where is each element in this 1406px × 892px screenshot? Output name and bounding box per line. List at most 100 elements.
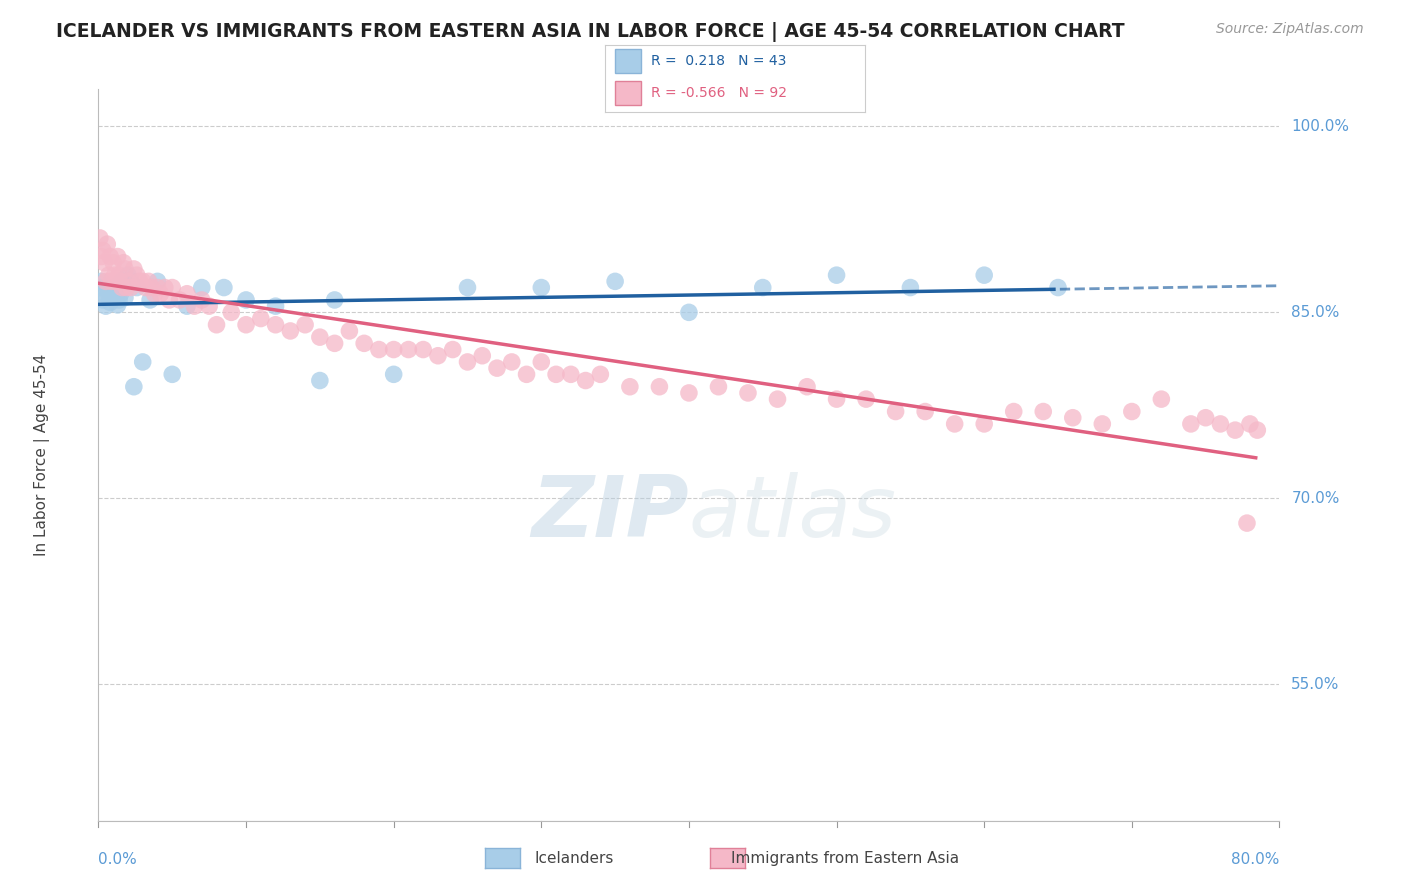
Point bbox=[973, 417, 995, 431]
Point bbox=[250, 311, 273, 326]
Point bbox=[117, 274, 139, 288]
Point bbox=[132, 274, 155, 288]
Text: 0.0%: 0.0% bbox=[98, 852, 138, 867]
Point bbox=[441, 343, 464, 357]
Point bbox=[546, 368, 568, 382]
Point bbox=[1236, 516, 1258, 530]
Point bbox=[105, 289, 128, 303]
Point bbox=[1046, 280, 1070, 294]
Point bbox=[107, 250, 129, 264]
Point bbox=[1150, 392, 1173, 406]
Point bbox=[884, 404, 907, 418]
Text: R = -0.566   N = 92: R = -0.566 N = 92 bbox=[651, 87, 787, 100]
Point bbox=[1002, 404, 1025, 418]
Point bbox=[112, 280, 135, 294]
Point bbox=[90, 250, 112, 264]
Point bbox=[264, 318, 287, 332]
Point bbox=[94, 299, 117, 313]
Point bbox=[235, 293, 257, 307]
Text: 55.0%: 55.0% bbox=[1291, 677, 1340, 692]
Point bbox=[89, 280, 111, 294]
Point bbox=[457, 355, 479, 369]
Point bbox=[135, 280, 157, 294]
Point bbox=[111, 274, 134, 288]
Point bbox=[153, 280, 176, 294]
Point bbox=[264, 299, 287, 313]
Point bbox=[294, 318, 316, 332]
Point bbox=[309, 374, 332, 388]
Point bbox=[115, 280, 138, 294]
Point bbox=[368, 343, 391, 357]
Point bbox=[205, 318, 228, 332]
Point bbox=[96, 237, 118, 252]
Point bbox=[619, 380, 641, 394]
Point bbox=[111, 280, 134, 294]
Point bbox=[98, 250, 121, 264]
Point bbox=[516, 368, 538, 382]
Point bbox=[914, 404, 936, 418]
Point bbox=[1091, 417, 1114, 431]
Point bbox=[141, 280, 163, 294]
Point bbox=[183, 299, 205, 313]
Point bbox=[122, 380, 145, 394]
Point bbox=[97, 268, 120, 282]
Point bbox=[89, 231, 111, 245]
Point bbox=[339, 324, 361, 338]
Text: ZIP: ZIP bbox=[531, 472, 689, 555]
Point bbox=[176, 299, 198, 313]
Point bbox=[97, 286, 120, 301]
Point bbox=[589, 368, 612, 382]
Point bbox=[107, 298, 129, 312]
Point bbox=[796, 380, 818, 394]
Point bbox=[855, 392, 877, 406]
Point bbox=[212, 280, 235, 294]
Point bbox=[825, 268, 848, 282]
Point bbox=[678, 386, 700, 401]
Point bbox=[143, 286, 166, 301]
Point bbox=[235, 318, 257, 332]
Point bbox=[707, 380, 730, 394]
Text: 85.0%: 85.0% bbox=[1291, 305, 1340, 320]
FancyBboxPatch shape bbox=[614, 81, 641, 104]
Point bbox=[943, 417, 966, 431]
Point bbox=[122, 262, 145, 277]
Point bbox=[169, 293, 191, 307]
Point bbox=[1032, 404, 1054, 418]
Point bbox=[471, 349, 494, 363]
Point bbox=[91, 244, 114, 258]
Point bbox=[94, 274, 117, 288]
Point bbox=[93, 286, 115, 301]
Point bbox=[91, 293, 114, 307]
Point bbox=[108, 268, 131, 282]
Point bbox=[110, 274, 132, 288]
Point bbox=[530, 280, 553, 294]
Point bbox=[100, 274, 122, 288]
Point bbox=[457, 280, 479, 294]
Point bbox=[117, 268, 139, 282]
Point bbox=[382, 368, 405, 382]
Point bbox=[323, 293, 346, 307]
Point bbox=[162, 280, 183, 294]
Point bbox=[530, 355, 553, 369]
Point bbox=[752, 280, 775, 294]
Point bbox=[110, 286, 132, 301]
Point bbox=[1121, 404, 1143, 418]
Point bbox=[132, 355, 155, 369]
Point bbox=[112, 256, 135, 270]
Point bbox=[486, 361, 509, 376]
Point bbox=[114, 262, 136, 277]
Point bbox=[1225, 423, 1247, 437]
Text: Source: ZipAtlas.com: Source: ZipAtlas.com bbox=[1216, 22, 1364, 37]
Point bbox=[149, 286, 172, 301]
Point bbox=[1062, 410, 1084, 425]
Point bbox=[353, 336, 375, 351]
Point bbox=[1180, 417, 1202, 431]
Text: In Labor Force | Age 45-54: In Labor Force | Age 45-54 bbox=[34, 354, 49, 556]
Point bbox=[1209, 417, 1232, 431]
Point bbox=[221, 305, 243, 319]
Point bbox=[280, 324, 302, 338]
Point bbox=[114, 290, 136, 304]
Point bbox=[104, 268, 127, 282]
Point bbox=[120, 280, 142, 294]
Point bbox=[139, 293, 162, 307]
